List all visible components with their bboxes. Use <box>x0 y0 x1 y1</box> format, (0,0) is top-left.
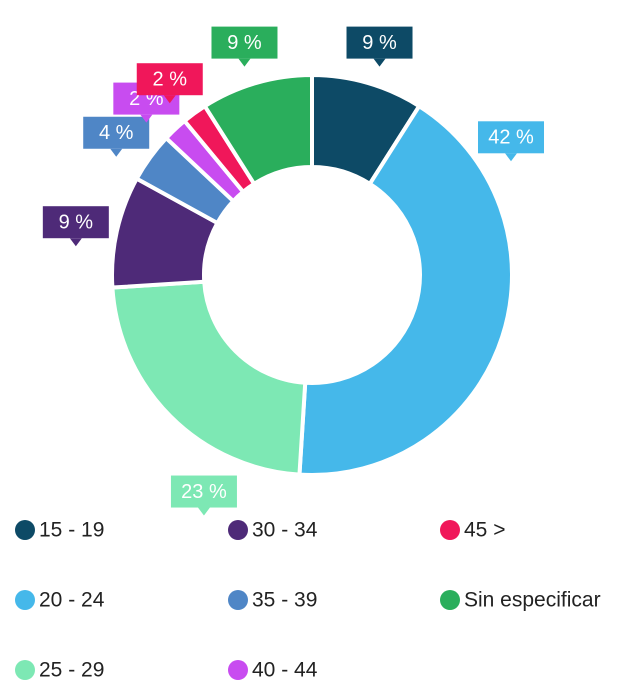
legend-swatch <box>440 590 460 610</box>
label-box <box>346 26 413 59</box>
label-box <box>136 63 203 96</box>
legend-label: 45 > <box>464 519 505 542</box>
data-label: 9 % <box>227 32 262 54</box>
legend-swatch <box>15 660 35 680</box>
label-pointer <box>69 238 82 247</box>
donut-slice <box>110 279 308 477</box>
legend-label: 20 - 24 <box>39 589 105 612</box>
legend-swatch <box>228 660 248 680</box>
legend-swatch <box>228 520 248 540</box>
label-box <box>211 26 278 59</box>
label-box <box>170 475 237 508</box>
legend-swatch <box>15 520 35 540</box>
legend-swatch <box>228 590 248 610</box>
data-label: 9 % <box>59 211 94 233</box>
legend-label: 40 - 44 <box>252 659 318 682</box>
legend-label: Sin especificar <box>464 589 601 612</box>
legend-label: 35 - 39 <box>252 589 317 612</box>
legend-swatch <box>440 520 460 540</box>
label-box <box>42 206 109 239</box>
data-label: 42 % <box>488 127 534 149</box>
label-pointer <box>373 58 386 67</box>
label-pointer <box>140 114 153 123</box>
label-pointer <box>238 58 251 67</box>
legend-label: 25 - 29 <box>39 659 104 682</box>
legend-label: 15 - 19 <box>39 519 104 542</box>
label-pointer <box>197 507 210 516</box>
data-label: 2 % <box>153 68 188 90</box>
legend-swatch <box>15 590 35 610</box>
donut-slice <box>297 103 514 477</box>
legend-label: 30 - 34 <box>252 519 318 542</box>
label-box <box>478 121 545 154</box>
label-pointer <box>505 153 518 162</box>
data-label: 9 % <box>362 32 397 54</box>
label-box <box>83 116 150 149</box>
data-label: 4 % <box>99 122 134 144</box>
data-label: 23 % <box>181 481 227 503</box>
label-pointer <box>163 95 176 104</box>
donut-slice <box>202 72 314 187</box>
label-pointer <box>110 148 123 157</box>
